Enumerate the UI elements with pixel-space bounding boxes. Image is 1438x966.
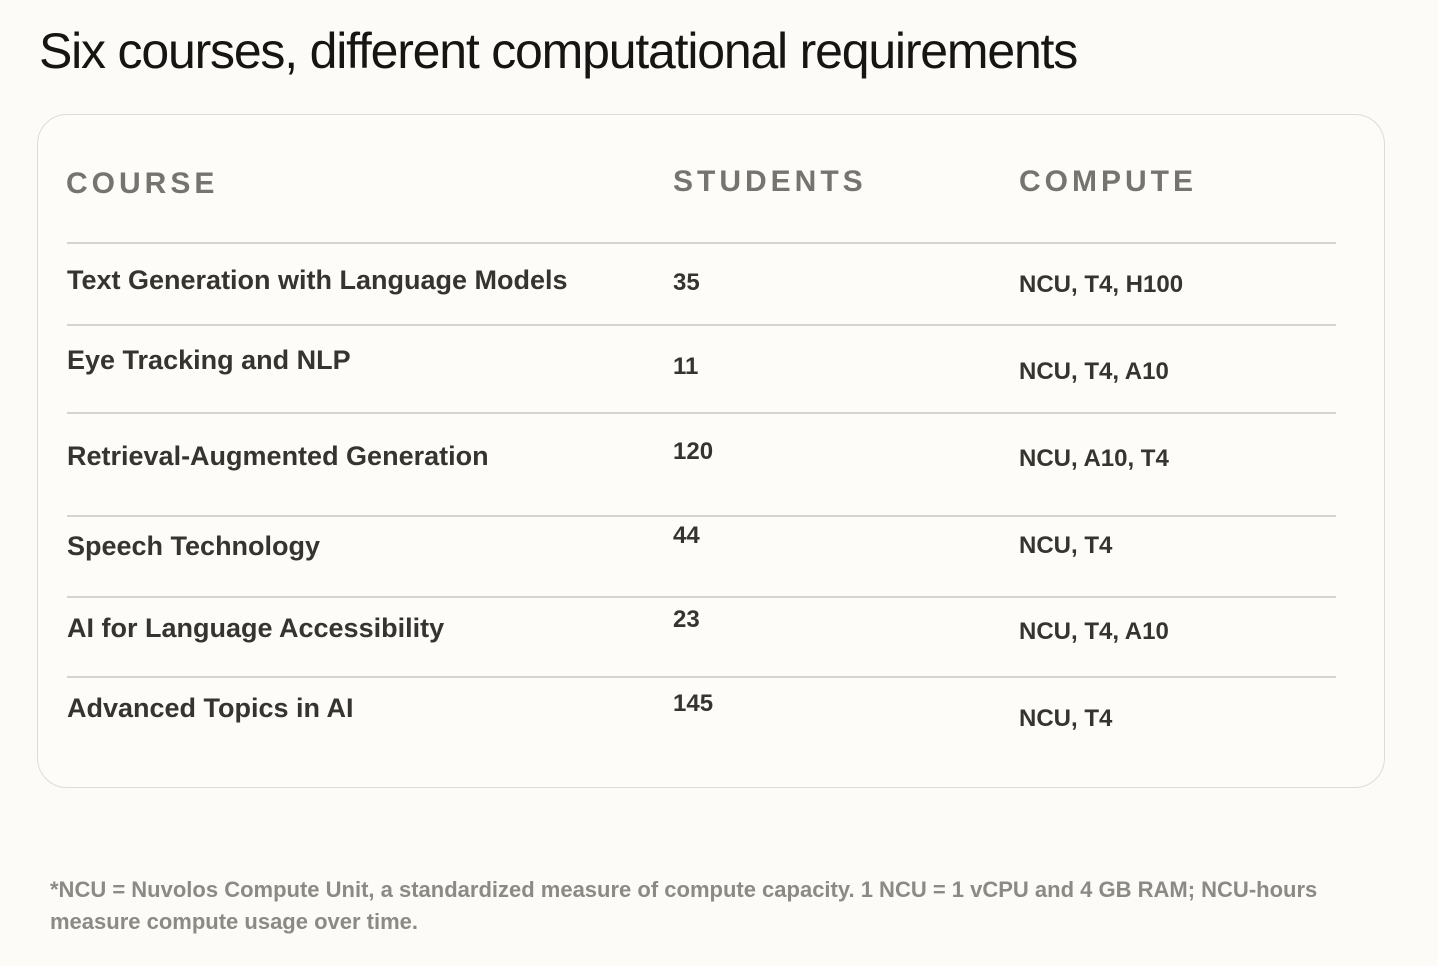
course-name: Text Generation with Language Models bbox=[67, 265, 568, 295]
header-divider bbox=[67, 242, 1336, 244]
compute-list: NCU, A10, T4 bbox=[1019, 445, 1169, 472]
row-divider bbox=[67, 515, 1336, 517]
students-count: 35 bbox=[673, 269, 700, 296]
students-count: 44 bbox=[673, 522, 700, 549]
courses-table: COURSE STUDENTS COMPUTE Text Generation … bbox=[37, 114, 1385, 788]
students-count: 145 bbox=[673, 690, 714, 717]
students-count: 11 bbox=[673, 353, 699, 380]
compute-list: NCU, T4, A10 bbox=[1019, 618, 1169, 645]
course-name: AI for Language Accessibility bbox=[67, 613, 445, 643]
row-divider bbox=[67, 412, 1336, 414]
page-title: Six courses, different computational req… bbox=[39, 23, 1078, 79]
course-name: Eye Tracking and NLP bbox=[67, 345, 351, 375]
course-name: Retrieval-Augmented Generation bbox=[67, 441, 489, 471]
students-count: 120 bbox=[673, 438, 714, 465]
column-header-compute: COMPUTE bbox=[1019, 165, 1197, 198]
compute-list: NCU, T4 bbox=[1019, 705, 1113, 732]
column-header-students: STUDENTS bbox=[673, 165, 867, 198]
row-divider bbox=[67, 596, 1336, 598]
course-name: Speech Technology bbox=[67, 531, 321, 561]
compute-list: NCU, T4, H100 bbox=[1019, 271, 1184, 298]
compute-list: NCU, T4, A10 bbox=[1019, 358, 1169, 385]
students-count: 23 bbox=[673, 606, 700, 633]
footnote: *NCU = Nuvolos Compute Unit, a standardi… bbox=[50, 877, 1318, 934]
column-header-course: COURSE bbox=[66, 167, 219, 200]
compute-list: NCU, T4 bbox=[1019, 532, 1113, 559]
course-name: Advanced Topics in AI bbox=[67, 693, 354, 723]
row-divider bbox=[67, 676, 1336, 678]
row-divider bbox=[67, 324, 1336, 326]
